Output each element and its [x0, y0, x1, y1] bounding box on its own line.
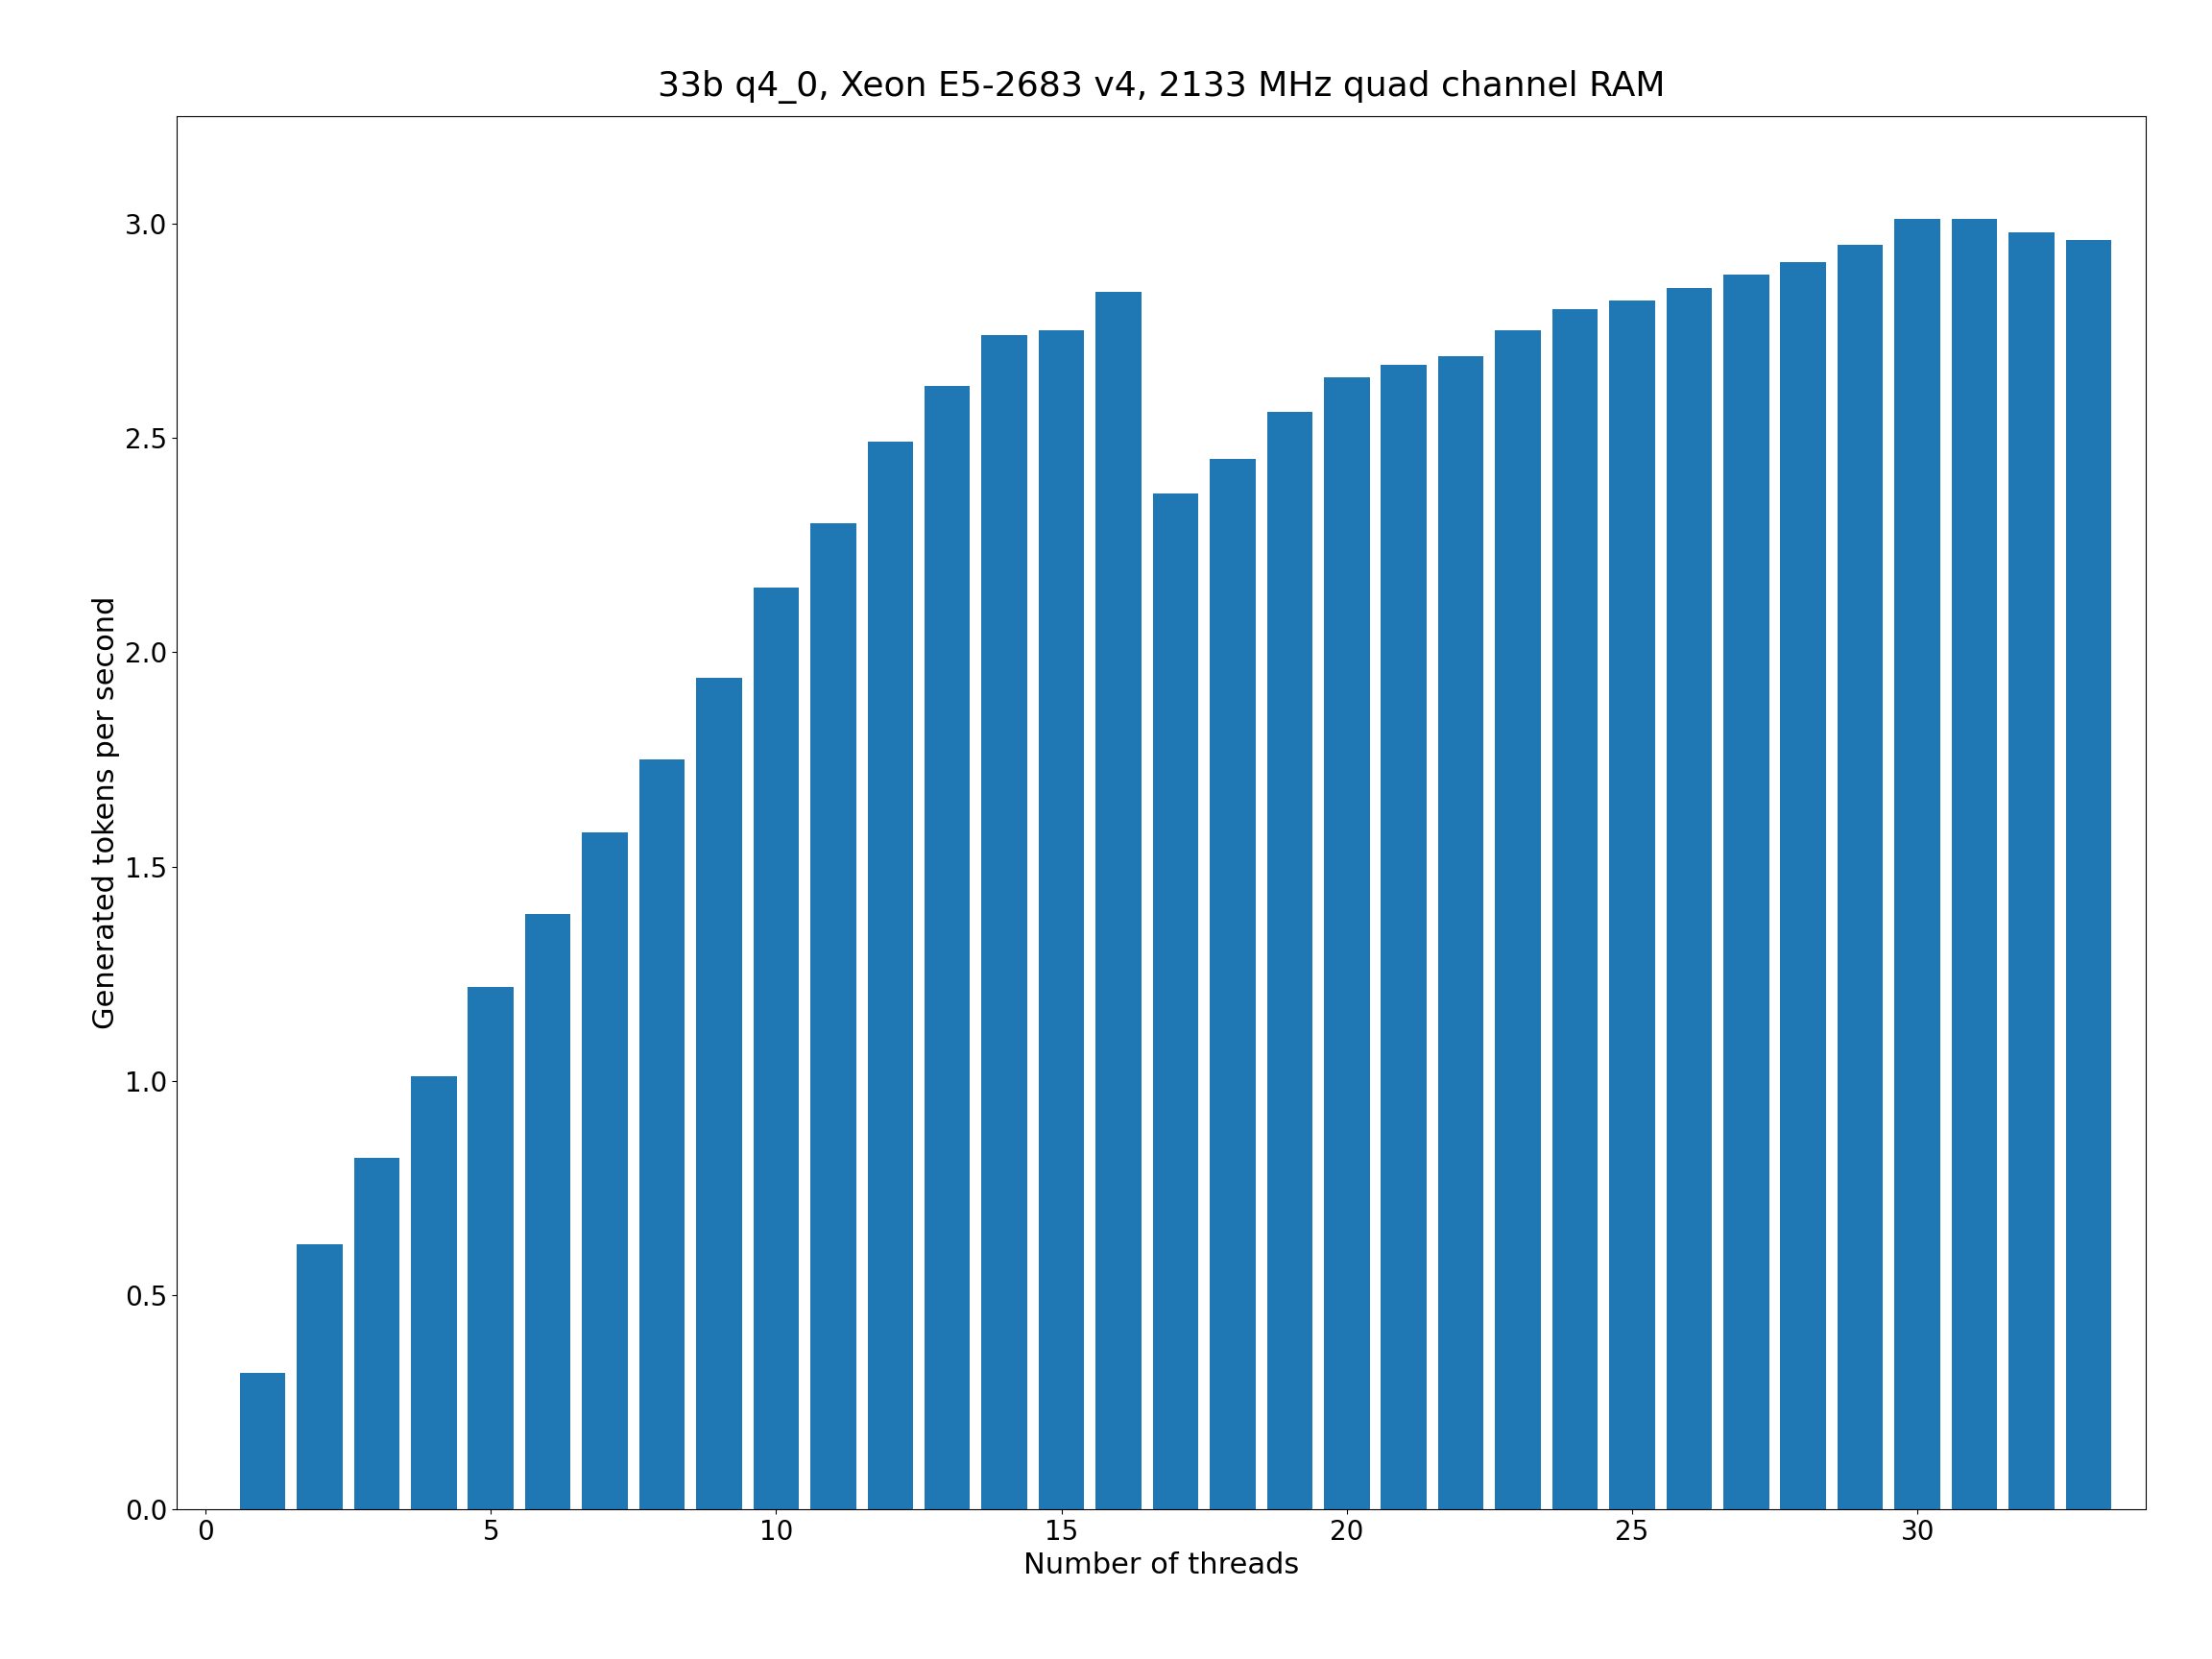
- Bar: [1723, 275, 1770, 1510]
- Bar: [296, 1244, 343, 1510]
- Bar: [524, 914, 571, 1510]
- Title: 33b q4_0, Xeon E5-2683 v4, 2133 MHz quad channel RAM: 33b q4_0, Xeon E5-2683 v4, 2133 MHz quad…: [657, 70, 1666, 105]
- Bar: [1893, 219, 1940, 1510]
- Bar: [925, 387, 971, 1510]
- Bar: [1438, 357, 1484, 1510]
- Bar: [1152, 493, 1199, 1510]
- Bar: [469, 987, 513, 1510]
- Bar: [354, 1158, 400, 1510]
- Bar: [754, 587, 799, 1510]
- Bar: [1610, 300, 1655, 1510]
- Bar: [411, 1077, 456, 1510]
- Bar: [239, 1372, 285, 1510]
- Bar: [2066, 241, 2112, 1510]
- Bar: [1210, 460, 1256, 1510]
- Bar: [639, 760, 686, 1510]
- Bar: [1838, 246, 1882, 1510]
- Y-axis label: Generated tokens per second: Generated tokens per second: [93, 596, 119, 1030]
- Bar: [1267, 411, 1312, 1510]
- Bar: [2008, 232, 2055, 1510]
- Bar: [1095, 292, 1141, 1510]
- X-axis label: Number of threads: Number of threads: [1024, 1551, 1298, 1579]
- Bar: [582, 833, 628, 1510]
- Bar: [1781, 262, 1827, 1510]
- Bar: [1040, 330, 1084, 1510]
- Bar: [1553, 309, 1597, 1510]
- Bar: [1666, 287, 1712, 1510]
- Bar: [982, 335, 1026, 1510]
- Bar: [1495, 330, 1542, 1510]
- Bar: [697, 679, 741, 1510]
- Bar: [1380, 365, 1427, 1510]
- Bar: [1951, 219, 1997, 1510]
- Bar: [1325, 378, 1369, 1510]
- Bar: [867, 441, 914, 1510]
- Bar: [810, 524, 856, 1510]
